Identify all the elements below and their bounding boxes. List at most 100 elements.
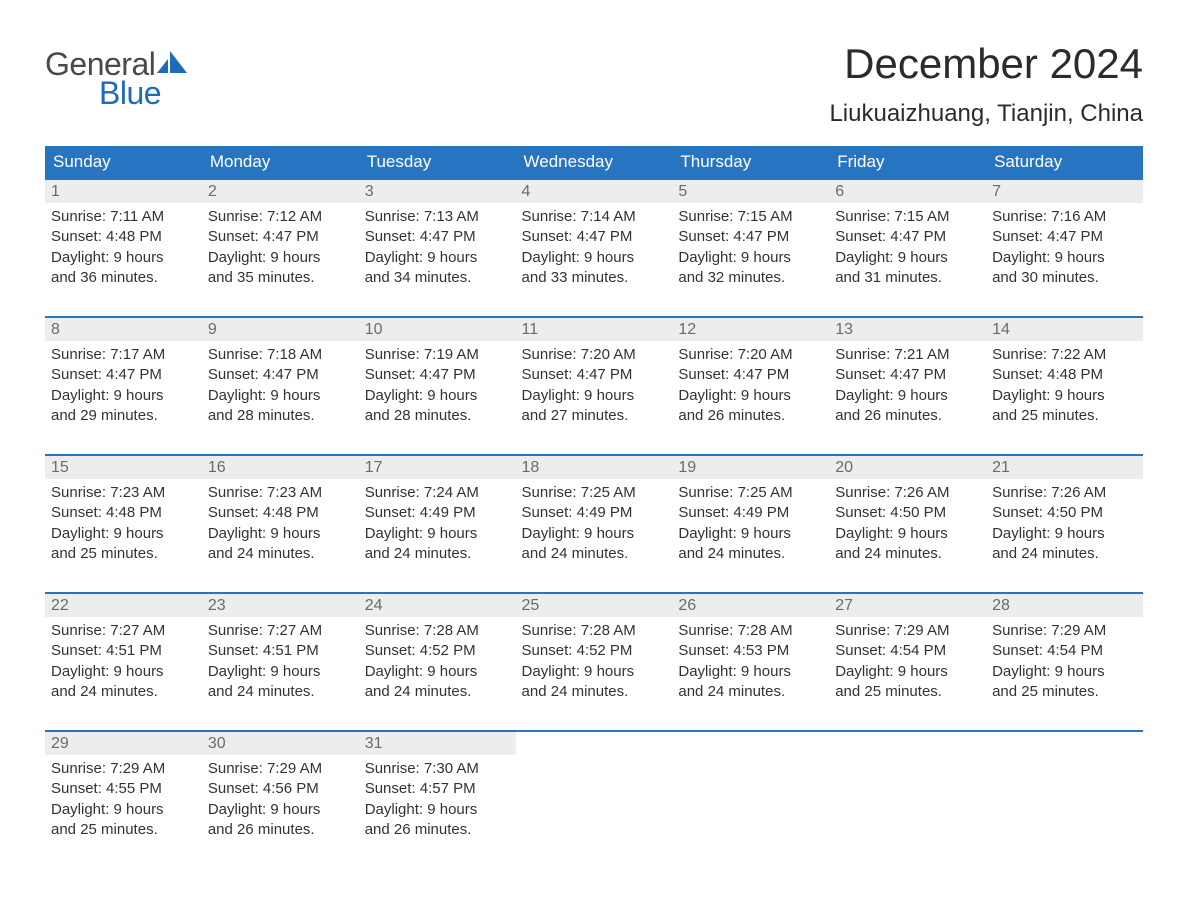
day-number: 17 [359, 457, 389, 478]
day-day2: and 24 minutes. [208, 682, 353, 702]
day-detail-cell: Sunrise: 7:26 AMSunset: 4:50 PMDaylight:… [986, 479, 1143, 573]
day-sunset: Sunset: 4:47 PM [522, 365, 667, 385]
separator-cell [516, 711, 673, 731]
day-sunrise: Sunrise: 7:14 AM [522, 207, 667, 227]
day-day2: and 35 minutes. [208, 268, 353, 288]
day-sunset: Sunset: 4:47 PM [522, 227, 667, 247]
day-number: 12 [672, 319, 702, 340]
day-sunset: Sunset: 4:55 PM [51, 779, 196, 799]
day-sunset: Sunset: 4:49 PM [522, 503, 667, 523]
day-day1: Daylight: 9 hours [678, 248, 823, 268]
day-day1: Daylight: 9 hours [992, 386, 1137, 406]
day-sunrise: Sunrise: 7:29 AM [992, 621, 1137, 641]
day-number: 14 [986, 319, 1016, 340]
day-number-cell: 21 [986, 455, 1143, 479]
day-day2: and 27 minutes. [522, 406, 667, 426]
separator-cell [986, 435, 1143, 455]
day-number: 1 [45, 181, 66, 202]
day-sunrise: Sunrise: 7:20 AM [678, 345, 823, 365]
separator-cell [202, 573, 359, 593]
day-detail-cell: Sunrise: 7:12 AMSunset: 4:47 PMDaylight:… [202, 203, 359, 297]
calendar-week-details: Sunrise: 7:23 AMSunset: 4:48 PMDaylight:… [45, 479, 1143, 573]
day-header: Sunday [45, 146, 202, 179]
day-detail-cell: Sunrise: 7:29 AMSunset: 4:56 PMDaylight:… [202, 755, 359, 849]
day-day2: and 24 minutes. [208, 544, 353, 564]
day-sunrise: Sunrise: 7:27 AM [51, 621, 196, 641]
day-header: Thursday [672, 146, 829, 179]
day-number: 16 [202, 457, 232, 478]
day-sunrise: Sunrise: 7:29 AM [835, 621, 980, 641]
day-number-cell: 13 [829, 317, 986, 341]
day-detail-cell: Sunrise: 7:23 AMSunset: 4:48 PMDaylight:… [45, 479, 202, 573]
day-day1: Daylight: 9 hours [365, 800, 510, 820]
day-detail-cell: Sunrise: 7:11 AMSunset: 4:48 PMDaylight:… [45, 203, 202, 297]
separator-cell [359, 435, 516, 455]
day-detail-cell: Sunrise: 7:26 AMSunset: 4:50 PMDaylight:… [829, 479, 986, 573]
day-number: 8 [45, 319, 66, 340]
day-day2: and 33 minutes. [522, 268, 667, 288]
day-sunset: Sunset: 4:47 PM [365, 227, 510, 247]
empty-day-cell [516, 731, 673, 755]
separator-cell [516, 573, 673, 593]
day-number-cell: 25 [516, 593, 673, 617]
day-day2: and 24 minutes. [678, 544, 823, 564]
day-detail-cell: Sunrise: 7:20 AMSunset: 4:47 PMDaylight:… [516, 341, 673, 435]
day-detail-cell: Sunrise: 7:15 AMSunset: 4:47 PMDaylight:… [829, 203, 986, 297]
day-number-cell: 29 [45, 731, 202, 755]
day-number: 3 [359, 181, 380, 202]
day-number: 13 [829, 319, 859, 340]
day-day2: and 29 minutes. [51, 406, 196, 426]
day-header: Wednesday [516, 146, 673, 179]
day-day2: and 26 minutes. [678, 406, 823, 426]
day-detail-cell: Sunrise: 7:13 AMSunset: 4:47 PMDaylight:… [359, 203, 516, 297]
separator-cell [45, 297, 202, 317]
day-day1: Daylight: 9 hours [208, 662, 353, 682]
day-detail-cell: Sunrise: 7:25 AMSunset: 4:49 PMDaylight:… [516, 479, 673, 573]
day-day1: Daylight: 9 hours [365, 386, 510, 406]
calendar-week-daynums: 891011121314 [45, 317, 1143, 341]
day-day2: and 24 minutes. [678, 682, 823, 702]
day-day2: and 25 minutes. [992, 406, 1137, 426]
day-number-cell: 10 [359, 317, 516, 341]
empty-detail-cell [672, 755, 829, 849]
day-day2: and 24 minutes. [522, 682, 667, 702]
calendar-week-daynums: 1234567 [45, 179, 1143, 203]
day-detail-cell: Sunrise: 7:20 AMSunset: 4:47 PMDaylight:… [672, 341, 829, 435]
day-detail-cell: Sunrise: 7:29 AMSunset: 4:54 PMDaylight:… [829, 617, 986, 711]
day-day1: Daylight: 9 hours [522, 248, 667, 268]
day-detail-cell: Sunrise: 7:15 AMSunset: 4:47 PMDaylight:… [672, 203, 829, 297]
day-day1: Daylight: 9 hours [51, 524, 196, 544]
separator-cell [45, 711, 202, 731]
day-detail-cell: Sunrise: 7:28 AMSunset: 4:53 PMDaylight:… [672, 617, 829, 711]
day-number-cell: 14 [986, 317, 1143, 341]
empty-day-cell [986, 731, 1143, 755]
day-sunset: Sunset: 4:48 PM [51, 503, 196, 523]
day-number: 10 [359, 319, 389, 340]
day-sunrise: Sunrise: 7:16 AM [992, 207, 1137, 227]
day-day2: and 36 minutes. [51, 268, 196, 288]
day-number-cell: 15 [45, 455, 202, 479]
day-detail-cell: Sunrise: 7:25 AMSunset: 4:49 PMDaylight:… [672, 479, 829, 573]
day-number-cell: 16 [202, 455, 359, 479]
day-detail-cell: Sunrise: 7:27 AMSunset: 4:51 PMDaylight:… [45, 617, 202, 711]
day-day1: Daylight: 9 hours [51, 248, 196, 268]
day-header: Saturday [986, 146, 1143, 179]
day-sunrise: Sunrise: 7:18 AM [208, 345, 353, 365]
separator-cell [202, 297, 359, 317]
day-number-cell: 1 [45, 179, 202, 203]
separator-cell [359, 297, 516, 317]
day-day2: and 24 minutes. [522, 544, 667, 564]
empty-detail-cell [986, 755, 1143, 849]
day-number-cell: 17 [359, 455, 516, 479]
separator-cell [672, 711, 829, 731]
day-day1: Daylight: 9 hours [678, 662, 823, 682]
day-day1: Daylight: 9 hours [522, 386, 667, 406]
day-number-cell: 23 [202, 593, 359, 617]
calendar-week-details: Sunrise: 7:11 AMSunset: 4:48 PMDaylight:… [45, 203, 1143, 297]
day-day2: and 31 minutes. [835, 268, 980, 288]
calendar-week-daynums: 22232425262728 [45, 593, 1143, 617]
day-day2: and 28 minutes. [208, 406, 353, 426]
day-number: 20 [829, 457, 859, 478]
day-number-cell: 28 [986, 593, 1143, 617]
day-sunset: Sunset: 4:52 PM [522, 641, 667, 661]
